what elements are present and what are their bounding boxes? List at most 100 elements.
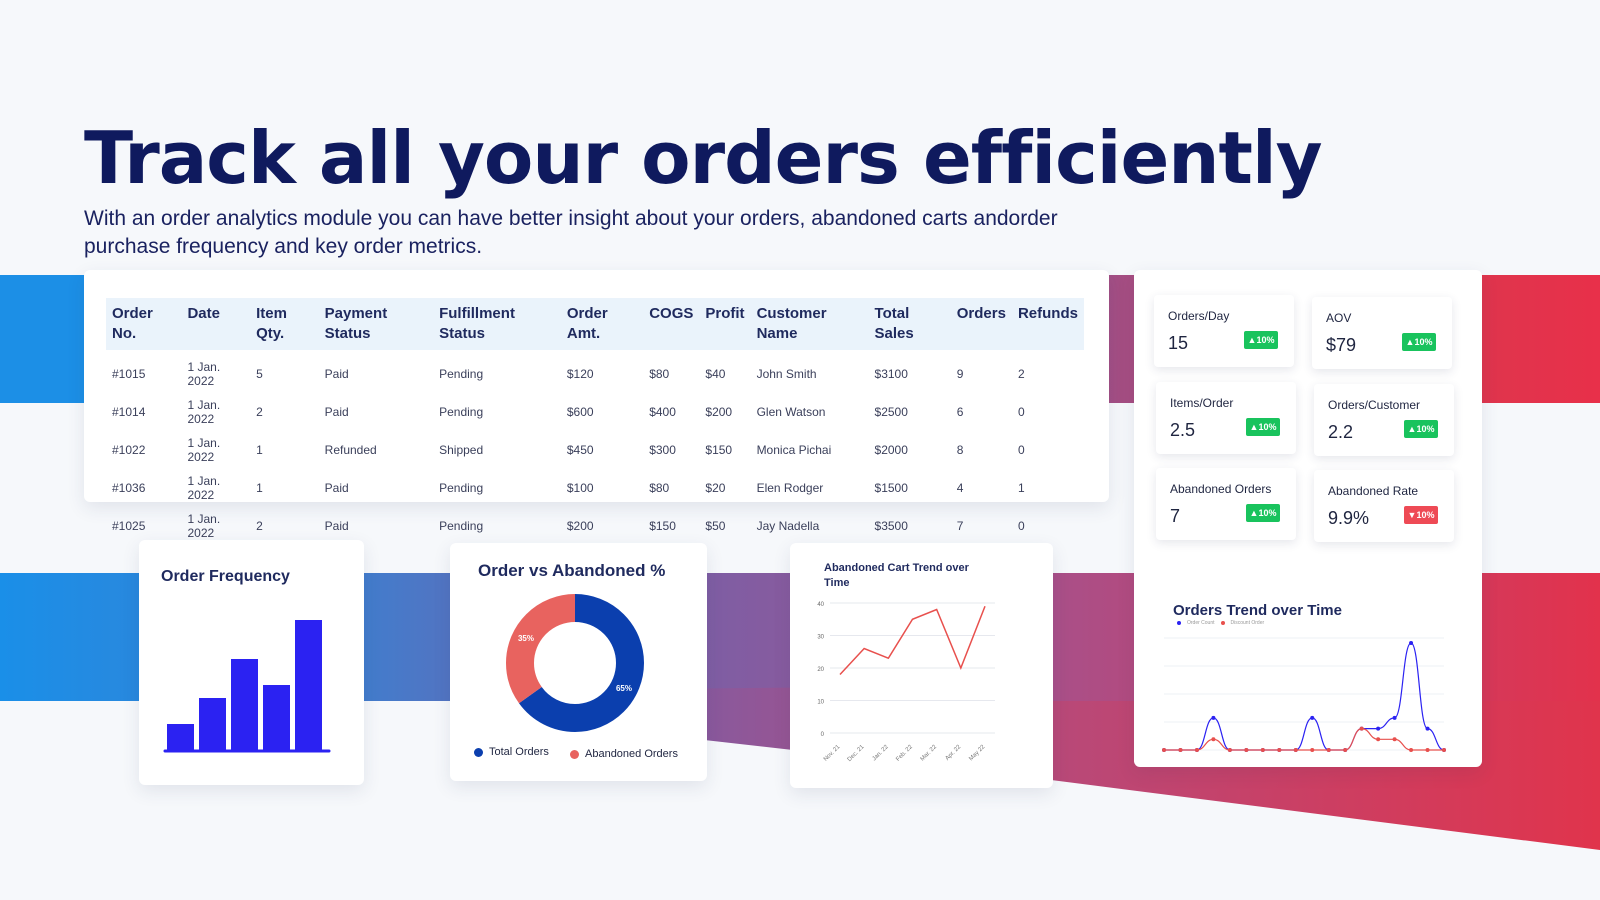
data-point xyxy=(1293,748,1298,752)
kpi-value: $79 xyxy=(1326,335,1357,355)
order-vs-abandoned-card: Order vs Abandoned % 65% 35% Total Orders… xyxy=(450,543,707,781)
bar xyxy=(199,698,226,750)
y-tick-label: 20 xyxy=(817,667,824,673)
table-cell: $400 xyxy=(649,405,676,419)
data-point xyxy=(1376,726,1381,731)
table-cell: $80 xyxy=(649,367,670,381)
table-cell: 1 Jan. 2022 xyxy=(187,398,221,426)
kpi-label: Abandoned Rate xyxy=(1328,484,1419,498)
data-point xyxy=(1409,641,1414,645)
legend-dot xyxy=(474,747,483,757)
x-tick-label: Dec. 21 xyxy=(847,744,866,763)
kpi-change-badge: ▲10% xyxy=(1404,420,1438,438)
kpi-value: 9.9% xyxy=(1328,508,1370,528)
table-cell: Jay Nadella xyxy=(756,519,820,533)
table-row[interactable]: #1015 1 Jan. 2022 5 Paid Pending $120 $80 $40 Jo… xyxy=(106,350,1084,393)
column-header: Customer Name xyxy=(756,305,827,342)
page-title: Track all your orders efficiently xyxy=(84,116,1323,200)
kpi-label: Abandoned Orders xyxy=(1170,482,1272,496)
table-cell: $2000 xyxy=(874,443,908,457)
table-cell: Monica Pichai xyxy=(756,443,832,457)
table-cell: 6 xyxy=(956,405,964,419)
column-header: Profit xyxy=(705,305,745,322)
table-cell: Paid xyxy=(324,405,349,419)
table-cell: $1500 xyxy=(874,481,908,495)
table-row[interactable]: #1036 1 Jan. 2022 1 Paid Pending $100 $80 $20 El… xyxy=(106,469,1084,507)
kpi-change-badge: ▲10% xyxy=(1246,418,1280,436)
column-header: COGS xyxy=(649,305,694,322)
data-point xyxy=(1392,737,1397,742)
table-cell: $100 xyxy=(566,481,594,495)
legend-label: Order Count xyxy=(1187,620,1215,626)
x-tick-label: May 22 xyxy=(968,744,987,763)
slice-label: 35% xyxy=(518,634,534,643)
x-tick-label: Nov. 21 xyxy=(823,744,842,763)
table-cell: $120 xyxy=(566,367,594,381)
table-row[interactable]: #1022 1 Jan. 2022 1 Refunded Shipped $450 $300… xyxy=(106,431,1084,469)
orders-trend-title: Orders Trend over Time xyxy=(1173,602,1342,619)
column-header: Refunds xyxy=(1017,305,1078,322)
table-cell: $600 xyxy=(566,405,594,419)
table-cell: Paid xyxy=(324,367,349,381)
table-row[interactable]: #1014 1 Jan. 2022 2 Paid Pending $600 $400 $200… xyxy=(106,393,1084,431)
table-cell: 1 xyxy=(256,481,263,495)
data-point xyxy=(1227,748,1232,752)
table-cell: 4 xyxy=(956,481,964,495)
data-point xyxy=(1178,748,1183,752)
column-header: Item Qty. xyxy=(256,305,287,342)
data-point xyxy=(1425,748,1430,752)
bar xyxy=(231,659,258,750)
table-cell: Paid xyxy=(324,519,349,533)
table-cell: 7 xyxy=(956,519,964,533)
data-point xyxy=(1359,726,1364,731)
x-tick-label: Jan. 22 xyxy=(872,744,891,763)
column-header: Order No. xyxy=(112,305,153,342)
data-point xyxy=(1442,748,1446,752)
kpi-value: 2.2 xyxy=(1328,422,1354,442)
table-cell: Refunded xyxy=(324,443,377,457)
data-point xyxy=(1194,748,1199,752)
table-cell: $80 xyxy=(649,481,670,495)
table-cell: Glen Watson xyxy=(756,405,826,419)
slice-label: 65% xyxy=(616,684,632,693)
data-point xyxy=(1310,748,1315,752)
donut-legend-orders: Total Orders xyxy=(474,746,549,758)
order-frequency-chart xyxy=(163,620,331,753)
x-tick-label: Apr. 22 xyxy=(945,744,963,762)
x-tick-label: Feb. 22 xyxy=(895,744,914,763)
table-cell: 1 Jan. 2022 xyxy=(187,512,221,540)
donut-slice xyxy=(506,594,644,732)
column-header: Date xyxy=(187,305,220,322)
table-cell: $150 xyxy=(705,443,733,457)
orders-table-card: Order No. Date Item Qty. Payment Status Fulf… xyxy=(84,270,1109,540)
kpi-value: 15 xyxy=(1168,333,1189,353)
table-cell: Pending xyxy=(439,481,484,495)
kpi-label: AOV xyxy=(1326,311,1352,325)
column-header: Fulfillment Status xyxy=(439,305,515,342)
kpi-change-badge: ▲10% xyxy=(1402,333,1436,351)
line-series xyxy=(1164,642,1445,751)
table-row[interactable]: #1025 1 Jan. 2022 2 Paid Pending $200 $150 $50 J… xyxy=(106,507,1084,545)
table-cell: 1 xyxy=(256,443,263,457)
y-tick-label: 40 xyxy=(817,602,824,608)
data-point xyxy=(1277,748,1282,752)
column-header: Orders xyxy=(956,305,1006,322)
table-cell: 8 xyxy=(956,443,964,457)
order-frequency-title: Order Frequency xyxy=(161,568,290,585)
data-point xyxy=(1343,748,1348,752)
table-cell: 1 Jan. 2022 xyxy=(187,436,221,464)
table-cell: #1025 xyxy=(112,519,146,533)
page-subtitle: With an order analytics module you can h… xyxy=(84,207,1058,258)
kpi-card: Abandoned Rate 9.9% ▼10% xyxy=(1314,470,1454,542)
table-cell: 1 Jan. 2022 xyxy=(187,360,221,388)
bar xyxy=(295,620,322,750)
table-cell: Pending xyxy=(439,405,484,419)
data-point xyxy=(1326,748,1331,752)
table-cell: $300 xyxy=(649,443,676,457)
kpi-change-badge: ▲10% xyxy=(1244,331,1278,349)
table-cell: Paid xyxy=(324,481,349,495)
table-cell: $2500 xyxy=(874,405,908,419)
kpi-card: Orders/Day 15 ▲10% xyxy=(1154,295,1294,367)
donut-chart: 65% 35% xyxy=(506,594,644,732)
data-point xyxy=(1244,748,1249,752)
